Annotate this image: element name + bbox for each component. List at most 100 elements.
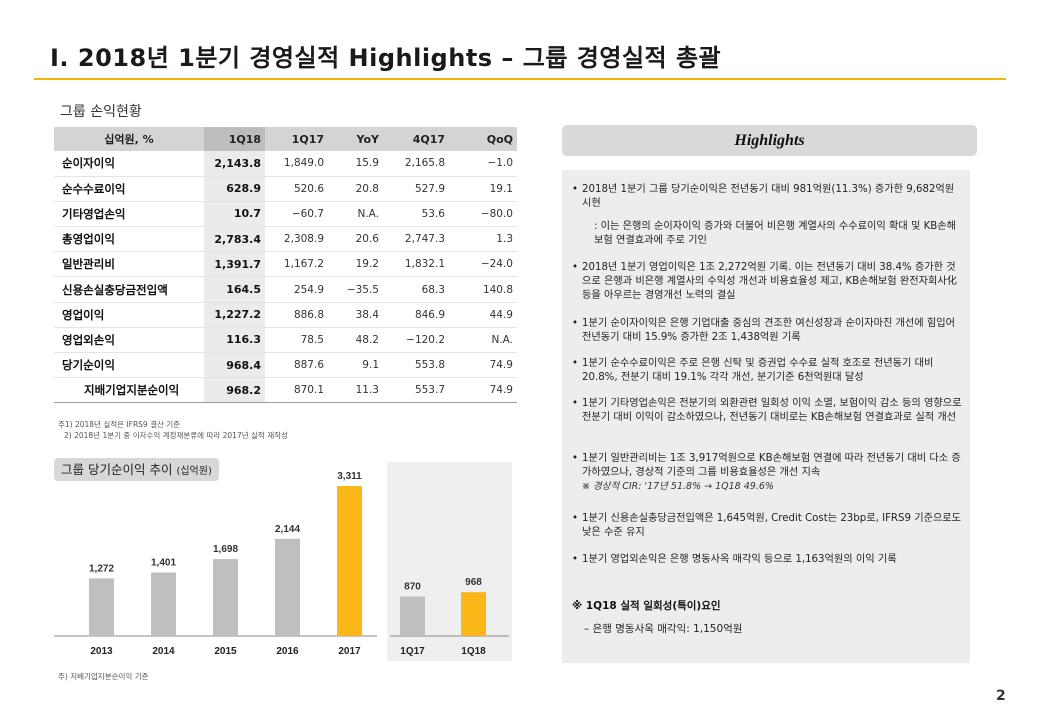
category-label: 2015	[214, 646, 237, 657]
bar-2017	[337, 486, 362, 636]
cell-yoy: 15.9	[328, 151, 383, 177]
income-table-label: 그룹 손익현황	[60, 104, 142, 120]
cell-1q18: 1,227.2	[204, 302, 265, 328]
row-name: 기타영업손익	[54, 201, 204, 228]
cell-1q17: 870.1	[265, 377, 328, 404]
cell-1q18: 2,143.8	[204, 151, 265, 177]
highlight-item: • 1분기 신용손실충당금전입액은 1,645억원, Credit Cost는 …	[572, 512, 962, 540]
cell-yoy: 9.1	[328, 352, 383, 379]
row-name: 신용손실충당금전입액	[54, 276, 204, 303]
cell-1q17: 78.5	[265, 327, 328, 354]
bar-2016	[275, 538, 300, 636]
cell-qoq: −80.0	[449, 201, 517, 228]
header-unit: 십억원, %	[54, 127, 204, 151]
row-name: 지배기업지분순이익	[54, 377, 204, 404]
cir-note: ※ 경상적 CIR: '17년 51.8% → 1Q18 49.6%	[582, 481, 774, 492]
cell-1q18: 968.4	[204, 352, 265, 379]
cell-1q17: 1,849.0	[265, 151, 328, 177]
cell-4q17: −120.2	[383, 327, 449, 354]
bar-2014	[151, 572, 176, 636]
highlight-item: • 2018년 1분기 영업이익은 1조 2,272억원 기록. 이는 전년동기…	[572, 261, 962, 303]
highlight-item: • 1분기 순수수료이익은 주로 은행 신탁 및 증권업 수수료 실적 호조로 …	[572, 357, 962, 385]
cell-yoy: 20.6	[328, 226, 383, 253]
highlight-text: 1분기 신용손실충당금전입액은 1,645억원, Credit Cost는 23…	[582, 513, 962, 538]
category-label: 2016	[276, 646, 299, 657]
cell-qoq: 74.9	[449, 377, 517, 404]
annual-bars: 1,272 2013 1,401 2014 1,698 2015 2,144 2016 3,31…	[89, 471, 362, 657]
row-name: 영업외손익	[54, 327, 204, 354]
category-label: 2017	[338, 646, 361, 657]
highlight-text: 2018년 1분기 그룹 당기순이익은 전년동기 대비 981억원(11.3%)…	[582, 184, 955, 209]
cell-4q17: 553.7	[383, 377, 449, 404]
cell-yoy: 38.4	[328, 302, 383, 328]
cell-1q17: 520.6	[265, 176, 328, 202]
cell-4q17: 68.3	[383, 276, 449, 303]
bar-2013	[89, 578, 114, 636]
table-row: 신용손실충당금전입액 164.5 254.9 −35.5 68.3 140.8	[54, 276, 517, 303]
cell-4q17: 2,747.3	[383, 226, 449, 253]
special-factors-title: ※ 1Q18 실적 일회성(특이)요인	[572, 600, 721, 612]
cell-4q17: 2,165.8	[383, 151, 449, 177]
cell-qoq: N.A.	[449, 327, 517, 354]
title-divider	[34, 78, 1006, 80]
table-row: 영업외손익 116.3 78.5 48.2 −120.2 N.A.	[54, 327, 517, 354]
bullet-icon: •	[572, 398, 579, 409]
net-income-chart: 1,272 2013 1,401 2014 1,698 2015 2,144 2016 3,31…	[54, 462, 512, 661]
category-label: 1Q17	[400, 646, 425, 657]
chart-title-box: 그룹 당기순이익 추이 (십억원)	[54, 458, 219, 481]
highlight-item: • 1분기 순이자이익은 은행 기업대출 중심의 견조한 여신성장과 순이자마진…	[572, 317, 962, 345]
table-row: 총영업이익 2,783.4 2,308.9 20.6 2,747.3 1.3	[54, 226, 517, 253]
income-table-header: 십억원, % 1Q18 1Q17 YoY 4Q17 QoQ	[54, 127, 517, 151]
cell-yoy: 11.3	[328, 377, 383, 404]
bullet-icon: •	[572, 554, 579, 565]
bar-value-label: 870	[404, 582, 421, 593]
bar-2015	[213, 559, 238, 636]
header-1q17: 1Q17	[265, 127, 328, 151]
highlight-text: 1분기 일반관리비는 1조 3,917억원으로 KB손해보험 연결에 따라 전년…	[582, 453, 961, 478]
cell-1q18: 1,391.7	[204, 251, 265, 278]
cell-1q17: 1,167.2	[265, 251, 328, 278]
bullet-icon: •	[572, 184, 579, 195]
highlight-note: : 이는 은행의 순이자이익 증가와 더불어 비은행 계열사의 수수료이익 확대…	[572, 220, 962, 248]
cell-1q17: 887.6	[265, 352, 328, 379]
bar-1Q17	[400, 596, 425, 636]
cell-4q17: 1,832.1	[383, 251, 449, 278]
highlight-note-text: : 이는 은행의 순이자이익 증가와 더불어 비은행 계열사의 수수료이익 확대…	[594, 221, 957, 246]
cell-1q18: 628.9	[204, 176, 265, 202]
cell-yoy: N.A.	[328, 201, 383, 228]
bar-value-label: 1,698	[213, 544, 238, 555]
highlight-item: • 1분기 영업외손익은 은행 명동사옥 매각익 등으로 1,163억원의 이익…	[572, 553, 962, 567]
table-footnote-2: 2) 2018년 1분기 중 이자수익 계정재분류에 따라 2017년 실적 재…	[64, 431, 288, 440]
table-footnote-1: 주1) 2018년 실적은 IFRS9 결산 기준	[58, 420, 181, 429]
highlight-item: • 2018년 1분기 그룹 당기순이익은 전년동기 대비 981억원(11.3…	[572, 183, 962, 211]
cell-yoy: −35.5	[328, 276, 383, 303]
cell-1q18: 164.5	[204, 276, 265, 303]
chart-title: 그룹 당기순이익 추이	[61, 462, 173, 477]
table-row: 순이자이익 2,143.8 1,849.0 15.9 2,165.8 −1.0	[54, 151, 517, 177]
page-title: Ⅰ. 2018년 1분기 경영실적 Highlights – 그룹 경영실적 총…	[50, 44, 722, 72]
header-4q17: 4Q17	[383, 127, 449, 151]
cell-qoq: 1.3	[449, 226, 517, 253]
chart-footnote: 주) 지배기업지분순이익 기준	[58, 672, 149, 681]
bar-value-label: 1,401	[151, 558, 176, 569]
special-factors-item: – 은행 명동사옥 매각익: 1,150억원	[584, 623, 743, 635]
highlights-panel	[562, 170, 970, 663]
cell-1q18: 116.3	[204, 327, 265, 354]
category-label: 2014	[152, 646, 175, 657]
row-name: 총영업이익	[54, 226, 204, 253]
header-qoq: QoQ	[449, 127, 517, 151]
bar-value-label: 2,144	[275, 524, 300, 535]
bar-1Q18	[461, 592, 486, 636]
row-name: 영업이익	[54, 302, 204, 328]
bullet-icon: •	[572, 453, 579, 464]
cell-qoq: 74.9	[449, 352, 517, 379]
cell-4q17: 846.9	[383, 302, 449, 328]
cell-1q18: 968.2	[204, 377, 265, 404]
table-row: 당기순이익 968.4 887.6 9.1 553.8 74.9	[54, 352, 517, 379]
row-name: 일반관리비	[54, 251, 204, 278]
cell-1q18: 10.7	[204, 201, 265, 228]
cell-qoq: 44.9	[449, 302, 517, 328]
table-row: 순수수료이익 628.9 520.6 20.8 527.9 19.1	[54, 176, 517, 202]
table-row: 지배기업지분순이익 968.2 870.1 11.3 553.7 74.9	[54, 377, 517, 404]
highlight-text: 1분기 순수수료이익은 주로 은행 신탁 및 증권업 수수료 실적 호조로 전년…	[582, 358, 934, 383]
